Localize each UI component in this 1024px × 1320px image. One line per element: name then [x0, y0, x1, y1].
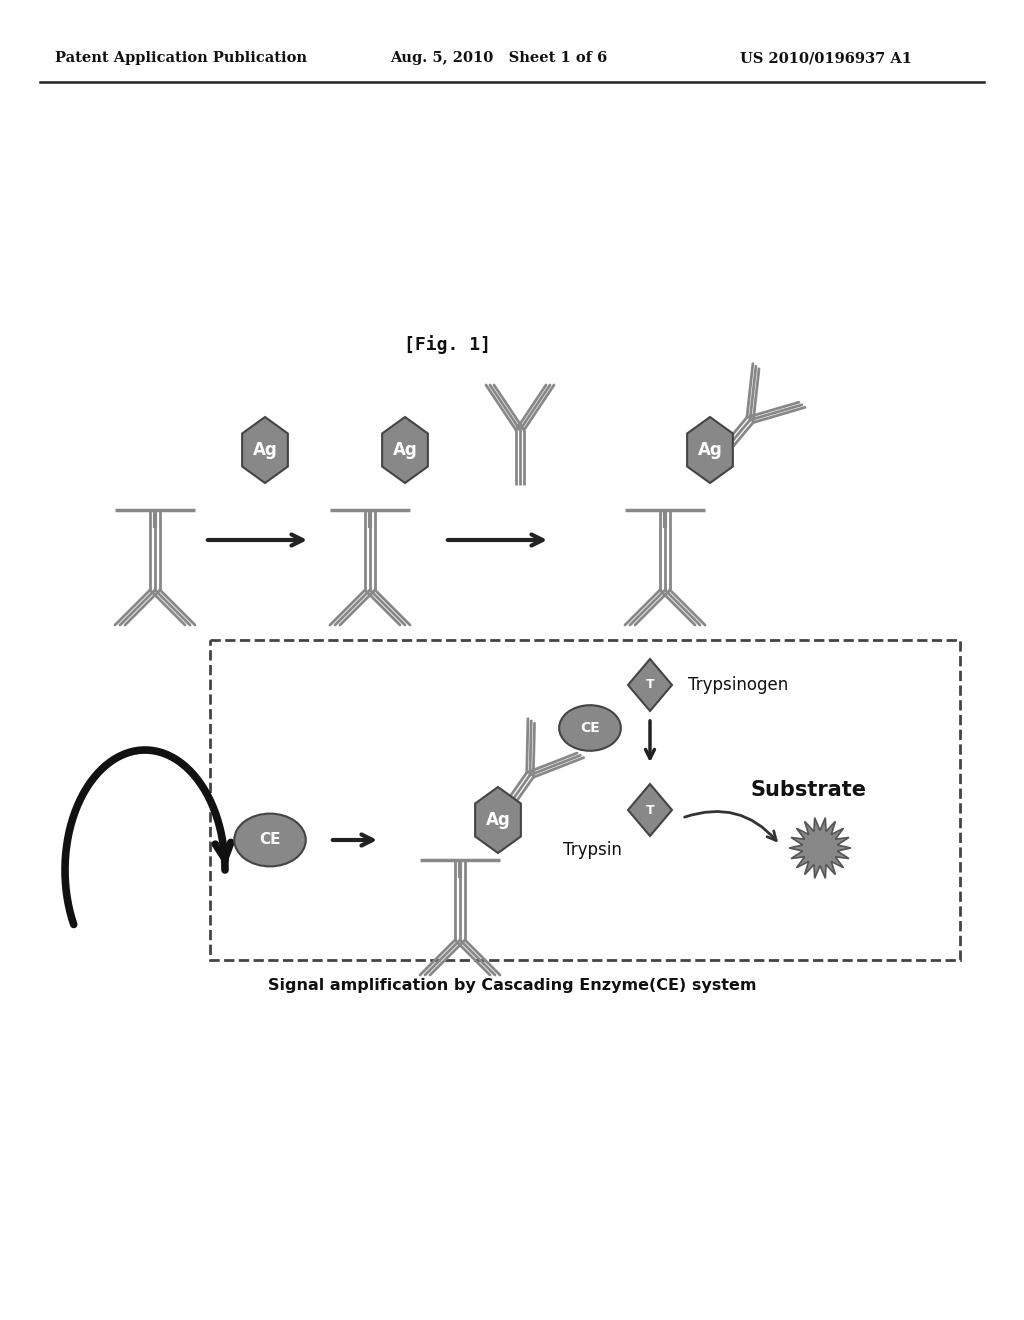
Text: CE: CE — [581, 721, 600, 735]
Ellipse shape — [234, 813, 306, 866]
Text: [Fig. 1]: [Fig. 1] — [404, 335, 492, 354]
Polygon shape — [790, 817, 851, 878]
Text: Ag: Ag — [253, 441, 278, 459]
Text: Ag: Ag — [697, 441, 722, 459]
Text: Ag: Ag — [392, 441, 418, 459]
Bar — [210, 640, 961, 960]
Text: Trypsinogen: Trypsinogen — [688, 676, 788, 694]
Polygon shape — [628, 659, 672, 711]
Text: Trypsin: Trypsin — [562, 841, 622, 859]
Text: Ag: Ag — [485, 810, 510, 829]
Text: T: T — [646, 678, 654, 692]
Text: Signal amplification by Cascading Enzyme(CE) system: Signal amplification by Cascading Enzyme… — [267, 978, 757, 993]
Text: Aug. 5, 2010   Sheet 1 of 6: Aug. 5, 2010 Sheet 1 of 6 — [390, 51, 607, 65]
Text: T: T — [646, 804, 654, 817]
Polygon shape — [628, 784, 672, 836]
Text: CE: CE — [259, 833, 281, 847]
Polygon shape — [687, 417, 733, 483]
Ellipse shape — [559, 705, 621, 751]
Text: Substrate: Substrate — [750, 780, 866, 800]
Polygon shape — [382, 417, 428, 483]
Text: Patent Application Publication: Patent Application Publication — [55, 51, 307, 65]
Text: US 2010/0196937 A1: US 2010/0196937 A1 — [740, 51, 912, 65]
Polygon shape — [475, 787, 521, 853]
Polygon shape — [242, 417, 288, 483]
